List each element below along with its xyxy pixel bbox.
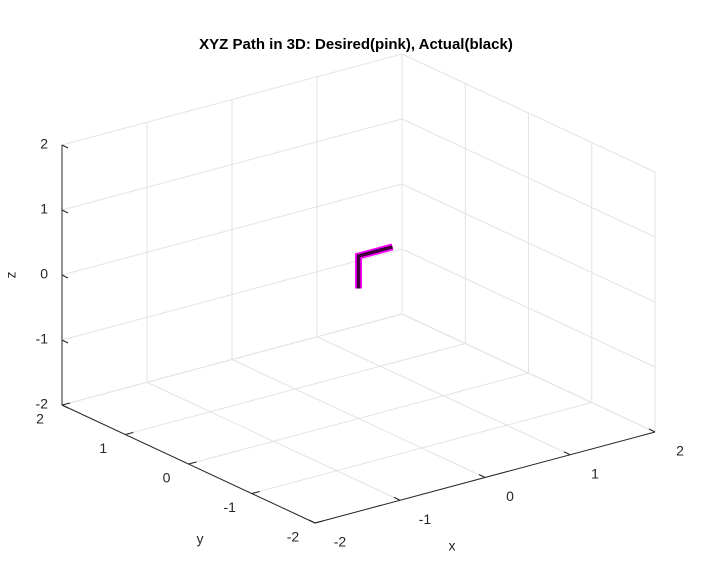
y-tick [251, 491, 260, 494]
y-tick [125, 432, 134, 435]
y-tick-label: -1 [224, 499, 237, 515]
grid-line [61, 118, 403, 211]
y-tick [314, 520, 324, 524]
x-axis-label: x [449, 538, 456, 554]
y-tick-label: -2 [287, 529, 300, 545]
grid-line [401, 248, 656, 368]
z-tick [61, 274, 69, 279]
x-tick [478, 474, 486, 478]
y-tick-label: 1 [99, 440, 107, 456]
grid-line [125, 343, 466, 435]
grid-line [61, 313, 403, 406]
y-tick-label: 0 [163, 470, 171, 486]
z-tick [61, 144, 69, 149]
x-tick-label: 0 [506, 488, 514, 504]
x-tick-label: -1 [419, 511, 432, 527]
y-tick [188, 461, 197, 465]
grid-line [61, 183, 403, 276]
grid-line [401, 183, 656, 303]
x-tick-label: 2 [676, 443, 684, 459]
z-tick [61, 339, 69, 344]
grid-line [251, 402, 592, 494]
x-tick [563, 451, 571, 456]
grid-line [401, 53, 656, 173]
x-tick [393, 496, 401, 501]
chart-title: XYZ Path in 3D: Desired(pink), Actual(bl… [199, 36, 513, 53]
grid-line [61, 248, 403, 341]
z-tick [61, 404, 69, 409]
grid-line [401, 313, 656, 433]
x-tick [648, 428, 656, 433]
x-tick-label: -2 [334, 534, 347, 550]
z-tick-label: 2 [40, 136, 48, 152]
series-line [356, 245, 393, 289]
grid-line [61, 53, 403, 146]
y-axis-label: y [197, 531, 204, 547]
z-tick-label: 0 [40, 266, 48, 282]
x-tick [308, 519, 316, 524]
z-tick-label: -1 [36, 331, 49, 347]
y-tick-label: 2 [36, 411, 44, 427]
z-tick-label: -2 [36, 396, 49, 412]
z-tick-label: 1 [40, 201, 48, 217]
x-tick-label: 1 [591, 465, 599, 481]
grid-line [188, 372, 529, 465]
z-tick [61, 209, 69, 214]
grid-line [401, 118, 656, 238]
y-tick [61, 402, 71, 406]
z-axis-label: z [3, 272, 19, 279]
